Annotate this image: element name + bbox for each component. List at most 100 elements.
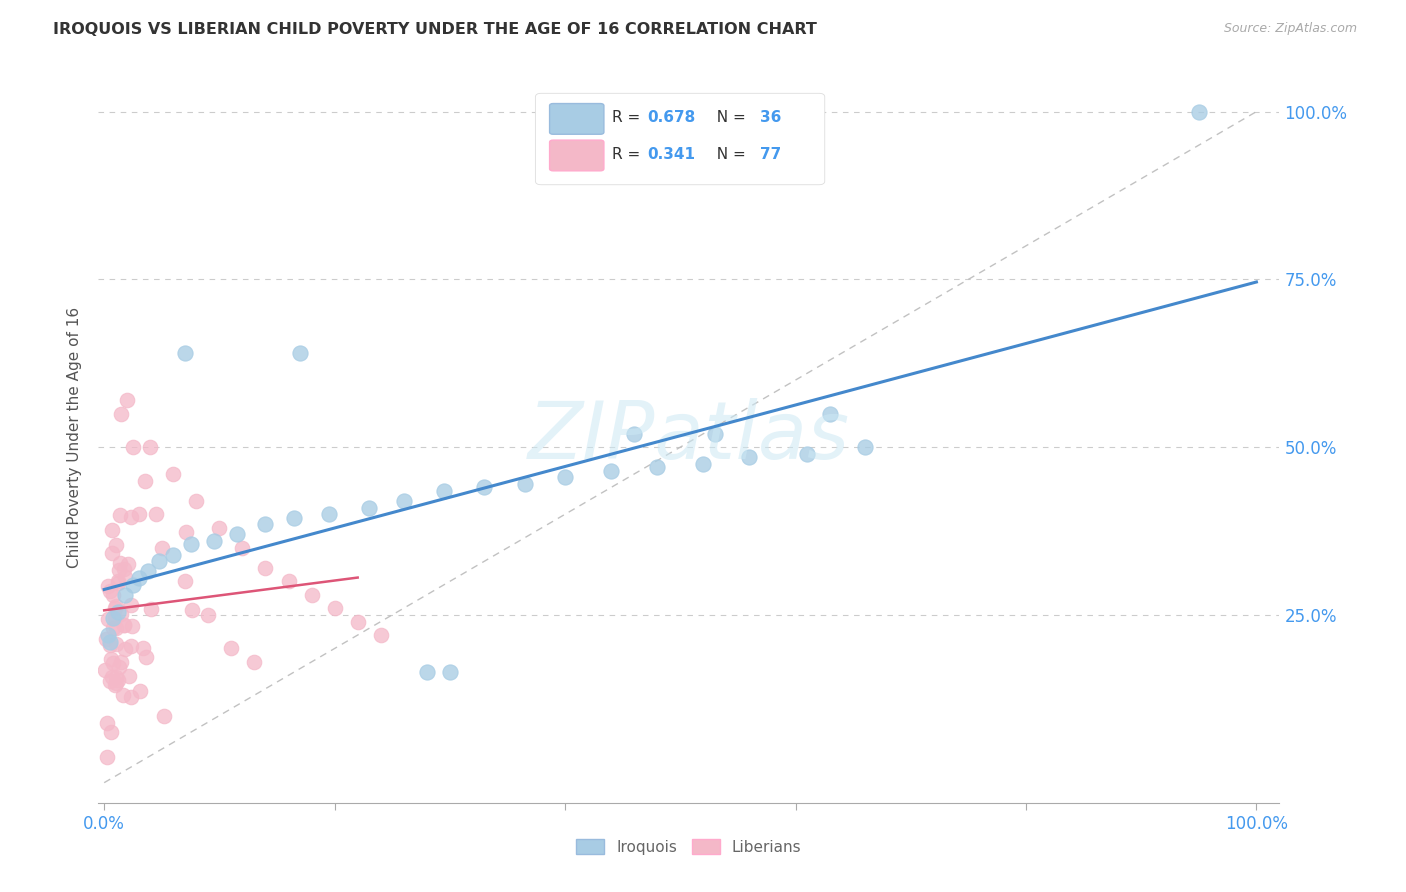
Text: N =: N = (707, 110, 751, 125)
Point (110, 655, 132, 669)
Point (108, 563, 131, 577)
Point (645, 460, 668, 475)
Point (128, 508, 150, 522)
Point (104, 610, 127, 624)
Point (600, 464, 623, 478)
Point (139, 440, 162, 454)
Point (818, 407, 841, 421)
Point (120, 599, 142, 613)
Point (219, 641, 242, 656)
FancyBboxPatch shape (536, 94, 825, 185)
Point (173, 346, 195, 360)
Text: 0.678: 0.678 (648, 110, 696, 125)
Point (186, 493, 208, 508)
Point (114, 617, 136, 632)
Point (112, 618, 135, 632)
Point (104, 678, 127, 692)
Point (112, 562, 135, 576)
FancyBboxPatch shape (550, 140, 605, 171)
Point (97, 578, 120, 592)
Point (110, 607, 132, 621)
Text: R =: R = (612, 146, 645, 161)
Point (98, 673, 121, 688)
Point (114, 588, 136, 602)
Point (254, 561, 277, 575)
Point (96, 632, 118, 646)
Point (254, 517, 277, 532)
Point (128, 571, 150, 585)
FancyBboxPatch shape (550, 103, 605, 135)
Point (108, 508, 131, 522)
Point (98, 634, 121, 648)
Point (122, 440, 145, 454)
Point (208, 521, 231, 535)
Point (97, 628, 120, 642)
Point (439, 665, 461, 679)
Point (97, 612, 120, 626)
Point (118, 669, 141, 683)
Point (96, 750, 118, 764)
Point (103, 611, 125, 625)
Point (703, 426, 725, 441)
Point (117, 558, 139, 572)
Point (110, 407, 132, 421)
Point (288, 346, 311, 360)
Point (104, 599, 127, 613)
Y-axis label: Child Poverty Under the Age of 16: Child Poverty Under the Age of 16 (66, 307, 82, 567)
Point (1188, 104, 1211, 119)
Point (104, 621, 127, 635)
Point (107, 575, 129, 590)
Point (104, 538, 127, 552)
Point (738, 450, 761, 465)
Point (433, 483, 456, 498)
Point (162, 548, 184, 562)
Point (100, 725, 122, 739)
Point (346, 615, 368, 629)
Point (122, 578, 145, 592)
Point (115, 393, 138, 408)
Point (225, 527, 247, 541)
Point (474, 480, 496, 494)
Text: 0.341: 0.341 (648, 146, 696, 161)
Point (132, 641, 155, 656)
Point (277, 574, 299, 589)
Point (283, 510, 305, 524)
Point (120, 690, 142, 704)
Point (318, 508, 340, 522)
Text: 36: 36 (759, 110, 782, 125)
Point (174, 525, 197, 540)
Point (180, 537, 202, 551)
Point (101, 656, 124, 670)
Point (120, 509, 142, 524)
Point (148, 554, 170, 568)
Point (323, 601, 346, 615)
Point (98, 584, 121, 599)
Point (202, 534, 225, 549)
Point (105, 669, 128, 683)
Text: IROQUOIS VS LIBERIAN CHILD POVERTY UNDER THE AGE OF 16 CORRELATION CHART: IROQUOIS VS LIBERIAN CHILD POVERTY UNDER… (53, 22, 817, 37)
Point (107, 660, 129, 674)
Point (101, 621, 124, 635)
Point (103, 601, 125, 615)
Point (134, 474, 156, 488)
Point (796, 447, 818, 461)
Point (181, 603, 204, 617)
Text: R =: R = (612, 110, 645, 125)
Point (136, 564, 159, 578)
Point (513, 477, 536, 491)
Point (94, 663, 117, 677)
Point (370, 628, 392, 642)
Point (135, 650, 157, 665)
Point (98, 639, 121, 653)
Legend: Iroquois, Liberians: Iroquois, Liberians (571, 833, 807, 861)
Point (359, 500, 381, 515)
Point (197, 607, 219, 622)
Text: Source: ZipAtlas.com: Source: ZipAtlas.com (1223, 22, 1357, 36)
Point (623, 426, 645, 441)
Point (243, 655, 266, 669)
Point (153, 709, 176, 723)
Point (107, 673, 129, 687)
Text: ZIPatlas: ZIPatlas (527, 398, 851, 476)
Point (101, 669, 124, 683)
Point (692, 457, 714, 471)
